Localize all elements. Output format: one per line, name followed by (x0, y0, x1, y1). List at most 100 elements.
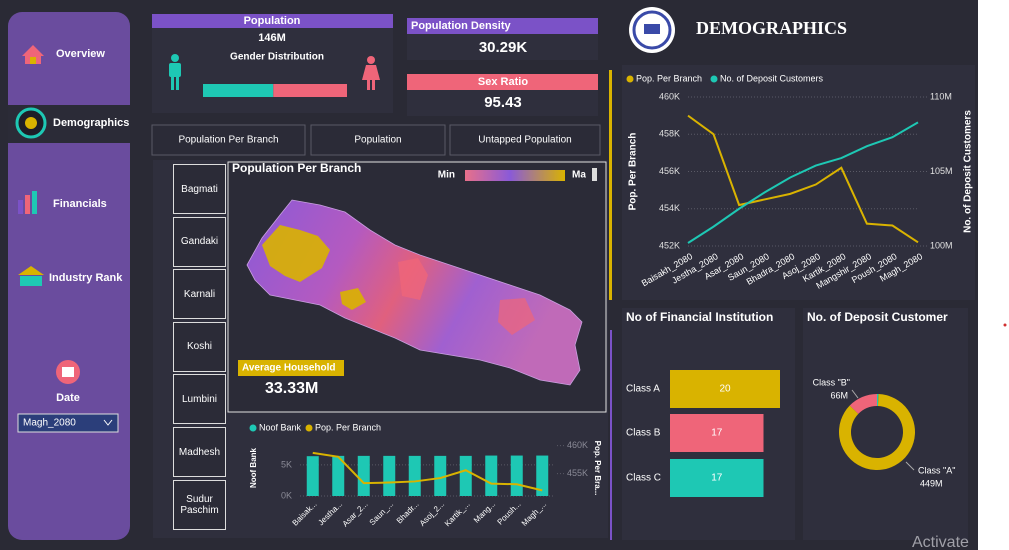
donut-slice (877, 394, 879, 407)
map-legend-gradient (465, 170, 565, 181)
page-title: DEMOGRAPHICS (696, 18, 847, 38)
chevron (103, 419, 113, 426)
y-tick-label: 0K (281, 490, 292, 500)
icon-people (25, 117, 37, 129)
y2-axis-title: No. of Deposit Customers (963, 110, 974, 233)
card-title: Sex Ratio (478, 76, 528, 88)
tab-label: Population Per Branch (178, 135, 278, 146)
province-button[interactable]: Madhesh (173, 427, 226, 477)
logo-ring (632, 10, 672, 50)
icon-bar (18, 200, 23, 214)
bar (670, 414, 764, 452)
donut-slice (839, 394, 916, 470)
card-value: 95.43 (484, 94, 522, 111)
nav-label: Industry Rank (49, 272, 123, 284)
card-value: 146M (258, 32, 286, 44)
legend-label: Pop. Per Branch (636, 73, 702, 83)
card-title: Population (244, 15, 301, 27)
card-header (407, 18, 598, 34)
province-button[interactable]: Lumbini (173, 374, 226, 425)
avg-household-header (238, 360, 344, 376)
category-label: Class C (626, 473, 661, 484)
province-button[interactable]: Karnali (173, 269, 226, 320)
card-value: 30.29K (479, 39, 528, 56)
tab-box (151, 124, 306, 156)
tab[interactable]: Untapped Population (449, 124, 601, 156)
bar (670, 370, 780, 408)
chart-title: No. of Deposit Customer (807, 310, 948, 324)
scroll-indicator (610, 330, 612, 540)
y2-tick-label: 460K (567, 440, 588, 450)
province-button[interactable]: Gandaki (173, 216, 226, 267)
legend-swatch (305, 424, 313, 432)
blank-edge (978, 0, 1009, 550)
y-tick-label: 452K (659, 240, 680, 250)
map-region (398, 258, 428, 300)
icon-door (30, 57, 36, 64)
slice-value: 449M (920, 478, 943, 488)
nav-label: Overview (56, 48, 105, 60)
bar (332, 455, 345, 496)
y2-tick-label: 100M (930, 240, 953, 250)
logo-mark (644, 24, 660, 34)
tab[interactable]: Population (310, 124, 446, 156)
province-button[interactable]: Koshi (173, 321, 226, 372)
nav-industry-rank[interactable]: Industry Rank (18, 266, 123, 286)
tab-box (449, 124, 601, 156)
legend-label: Noof Bank (259, 422, 302, 432)
date-dropdown[interactable]: Magh_2080 (17, 413, 119, 433)
bar (536, 455, 549, 496)
category-label: Class B (626, 428, 661, 439)
donut-panel (803, 308, 968, 540)
legend-swatch (249, 424, 257, 432)
watermark: Activate (912, 534, 969, 550)
province-button[interactable]: Sudur Paschim (173, 479, 226, 530)
bar (459, 455, 472, 496)
bar (357, 455, 370, 496)
avg-household-value: 33.33M (265, 380, 318, 397)
icon-bar (32, 191, 37, 214)
slice-label: Class "B" (813, 377, 850, 387)
tab-label: Untapped Population (478, 135, 571, 146)
bar (485, 455, 498, 496)
slice-label: Class "A" (918, 465, 955, 475)
legend-label: No. of Deposit Customers (720, 73, 824, 83)
scroll-indicator (609, 70, 612, 300)
bar (434, 455, 447, 496)
chart-title: No of Financial Institution (626, 310, 773, 324)
y-axis-title: Noof Bank (249, 447, 258, 488)
dropdown-value: Magh_2080 (23, 418, 76, 429)
gender-bar (203, 84, 274, 97)
bar (510, 455, 523, 496)
legend-max: Ma (572, 170, 586, 181)
female-icon (362, 56, 380, 90)
value-label: 20 (719, 384, 731, 395)
tab[interactable]: Population Per Branch (151, 124, 306, 156)
card-subtitle: Gender Distribution (230, 52, 324, 63)
bar (670, 459, 764, 497)
icon-bank (18, 266, 44, 275)
tab-label: Population (354, 135, 401, 146)
population-card (152, 14, 393, 113)
bar (383, 455, 396, 496)
bar (408, 455, 421, 496)
nav-label: Demographics (53, 117, 129, 129)
legend-swatch (626, 75, 634, 83)
nav-label: Financials (53, 198, 107, 210)
card-title: Population Density (411, 20, 512, 32)
nav-financials[interactable]: Financials (18, 191, 107, 214)
nav-demographics[interactable]: Demographics (15, 107, 129, 139)
series-line (687, 114, 919, 244)
province-button[interactable]: Bagmati (173, 164, 226, 214)
nav-overview[interactable]: Overview (22, 45, 105, 64)
scrollbar (592, 168, 597, 181)
legend-swatch (710, 75, 718, 83)
male-icon (169, 54, 181, 90)
category-label: Class A (626, 384, 660, 395)
date-icon (62, 367, 74, 377)
legend-min: Min (438, 170, 455, 181)
y-tick-label: 5K (281, 459, 292, 469)
map-region (340, 288, 366, 310)
y2-axis-title: Pop. Per Bra... (593, 441, 602, 496)
